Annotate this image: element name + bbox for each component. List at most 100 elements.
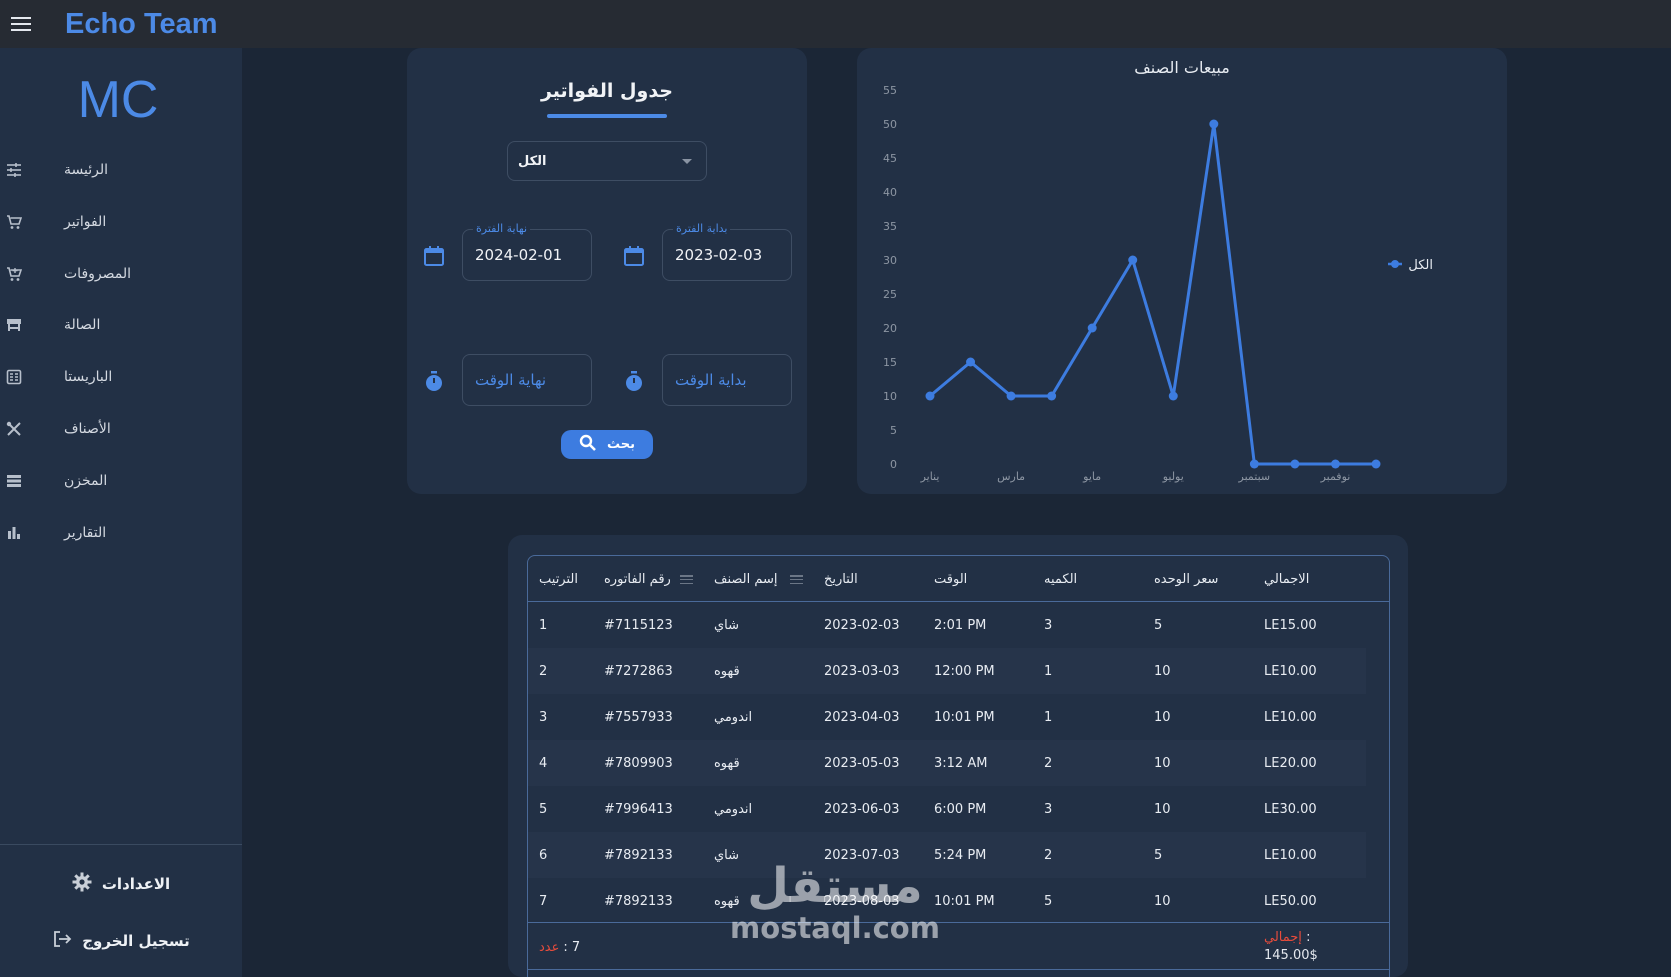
cell-invoice: #7892133: [604, 893, 673, 909]
sales-line-chart: 0 5 10 15 20 25 30 35 40 45 50 55 يناير مارس مايو يوليو…: [883, 84, 1433, 483]
cell-invoice: #7557933: [604, 709, 673, 725]
logout-button[interactable]: تسجيل الخروج: [0, 924, 242, 958]
table-row[interactable]: 3 #7557933 اندومي 2023-04-03 10:01 PM 1 10 LE10…: [528, 694, 1366, 740]
end-time-field[interactable]: نهاية الوقت: [462, 354, 592, 406]
category-select-value: الكل: [518, 153, 547, 169]
sidebar-item-label: الباريستا: [64, 369, 113, 385]
settings-button[interactable]: الاعدادات: [0, 867, 242, 901]
end-date-field[interactable]: نهاية الفترة 2024-02-01: [462, 222, 592, 281]
search-icon: [579, 434, 597, 456]
cell-qty: 1: [1044, 709, 1053, 725]
filter-title: جدول الفواتير: [540, 80, 674, 102]
cell-order: 2: [539, 663, 548, 679]
sidebar-item-storage[interactable]: المخزن: [0, 461, 242, 501]
cell-time: 5:24 PM: [934, 847, 987, 863]
table-row[interactable]: 6 #7892133 شاي 2023-07-03 5:24 PM 2 5 LE10.00: [528, 832, 1366, 878]
sidebar-item-hall[interactable]: الصالة: [0, 305, 242, 345]
timer-icon[interactable]: [422, 369, 446, 393]
data-point: [1371, 459, 1381, 469]
start-time-field[interactable]: بداية الوقت: [662, 354, 792, 406]
data-point: [966, 357, 976, 367]
footer-count: عدد : 7: [539, 923, 580, 971]
sidebar-item-label: الأصناف: [64, 421, 111, 437]
category-select[interactable]: الكل: [507, 141, 707, 181]
cell-item: قهوه: [714, 893, 740, 909]
storage-icon: [6, 473, 22, 489]
sidebar-item-barista[interactable]: الباريستا: [0, 357, 242, 397]
settings-label: الاعدادات: [101, 875, 171, 893]
calendar-icon[interactable]: [422, 244, 446, 268]
cell-price: 10: [1154, 663, 1171, 679]
cell-total: LE15.00: [1264, 617, 1317, 633]
sidebar-item-expenses[interactable]: المصروفات: [0, 254, 242, 294]
y-tick-label: 45: [883, 152, 897, 165]
cell-qty: 5: [1044, 893, 1053, 909]
sidebar-item-reports[interactable]: التقارير: [0, 513, 242, 553]
cell-price: 5: [1154, 847, 1163, 863]
search-button[interactable]: بحث: [561, 430, 653, 459]
table-row[interactable]: 7 #7892133 قهوه 2023-08-03 10:01 PM 5 10 LE50.0…: [528, 878, 1366, 924]
hamburger-menu-icon[interactable]: [11, 17, 31, 31]
table-row[interactable]: 4 #7809903 قهوه 2023-05-03 3:12 AM 2 10 LE20.00: [528, 740, 1366, 786]
header-price[interactable]: سعر الوحده: [1154, 571, 1219, 587]
x-tick-label: سبتمبر: [1238, 470, 1271, 483]
start-time-placeholder: بداية الوقت: [675, 371, 747, 389]
cell-invoice: #7272863: [604, 663, 673, 679]
sidebar-item-home[interactable]: الرئيسة: [0, 150, 242, 190]
footer-total-label: إجمالي: [1264, 930, 1302, 945]
cell-total: LE10.00: [1264, 709, 1317, 725]
bar-chart-icon: [6, 525, 22, 541]
cell-item: قهوه: [714, 755, 740, 771]
cell-price: 10: [1154, 801, 1171, 817]
header-total[interactable]: الاجمالي: [1264, 571, 1310, 587]
cell-time: 12:00 PM: [934, 663, 995, 679]
y-tick-label: 20: [883, 322, 897, 335]
invoice-table-card: الترتيب رقم الفاتوره إسم الصنف التاريخ ا…: [508, 535, 1408, 977]
sidebar-item-invoices[interactable]: الفواتير: [0, 202, 242, 242]
cell-date: 2023-02-03: [824, 617, 900, 633]
footer-total-sep: :: [1306, 930, 1311, 945]
table-row[interactable]: 2 #7272863 قهوه 2023-03-03 12:00 PM 1 10 LE10.0…: [528, 648, 1366, 694]
header-invoice[interactable]: رقم الفاتوره: [604, 571, 671, 587]
data-point: [1087, 323, 1097, 333]
end-date-value: 2024-02-01: [475, 246, 563, 264]
legend-label: الكل: [1408, 258, 1433, 273]
table-row[interactable]: 5 #7996413 اندومي 2023-06-03 6:00 PM 3 10 LE30.…: [528, 786, 1366, 832]
sidebar-item-items[interactable]: الأصناف: [0, 409, 242, 449]
y-tick-label: 40: [883, 186, 897, 199]
cell-time: 6:00 PM: [934, 801, 987, 817]
header-order[interactable]: الترتيب: [539, 571, 578, 587]
column-menu-icon[interactable]: [790, 575, 803, 584]
start-date-value: 2023-02-03: [675, 246, 763, 264]
cell-qty: 2: [1044, 755, 1053, 771]
sales-chart-card: مبيعات الصنف 0 5 10 15 20 25 30 35 40 45 50 55 يناير…: [857, 48, 1507, 494]
header-time[interactable]: الوقت: [934, 571, 968, 587]
table-header: الترتيب رقم الفاتوره إسم الصنف التاريخ ا…: [528, 556, 1389, 602]
footer-count-value: : 7: [563, 939, 581, 955]
cell-total: LE10.00: [1264, 847, 1317, 863]
cell-item: شاي: [714, 617, 740, 633]
cell-qty: 3: [1044, 801, 1053, 817]
header-date[interactable]: التاريخ: [824, 571, 858, 587]
cell-date: 2023-08-03: [824, 893, 900, 909]
utensils-icon: [6, 421, 22, 437]
cell-time: 10:01 PM: [934, 709, 995, 725]
cart-icon: [6, 214, 22, 230]
footer-total-value: 145.00$: [1264, 948, 1318, 963]
calendar-icon[interactable]: [622, 244, 646, 268]
column-menu-icon[interactable]: [680, 575, 693, 584]
header-item[interactable]: إسم الصنف: [714, 571, 778, 587]
x-tick-label: يوليو: [1162, 470, 1184, 483]
start-date-field[interactable]: بداية الفترة 2023-02-03: [662, 222, 792, 281]
chart-title: مبيعات الصنف: [1134, 58, 1230, 77]
header-qty[interactable]: الكميه: [1044, 571, 1078, 587]
table-footer: عدد : 7 إجمالي : 145.00$: [528, 922, 1389, 971]
timer-icon[interactable]: [622, 369, 646, 393]
cell-qty: 3: [1044, 617, 1053, 633]
table-row[interactable]: 1 #7115123 شاي 2023-02-03 2:01 PM 3 5 LE15.00: [528, 602, 1366, 648]
sidebar-item-label: الصالة: [64, 317, 101, 333]
x-tick-label: مايو: [1082, 470, 1101, 483]
footer-total: إجمالي : 145.00$: [1264, 929, 1318, 965]
gear-icon: [72, 872, 92, 896]
cell-date: 2023-07-03: [824, 847, 900, 863]
